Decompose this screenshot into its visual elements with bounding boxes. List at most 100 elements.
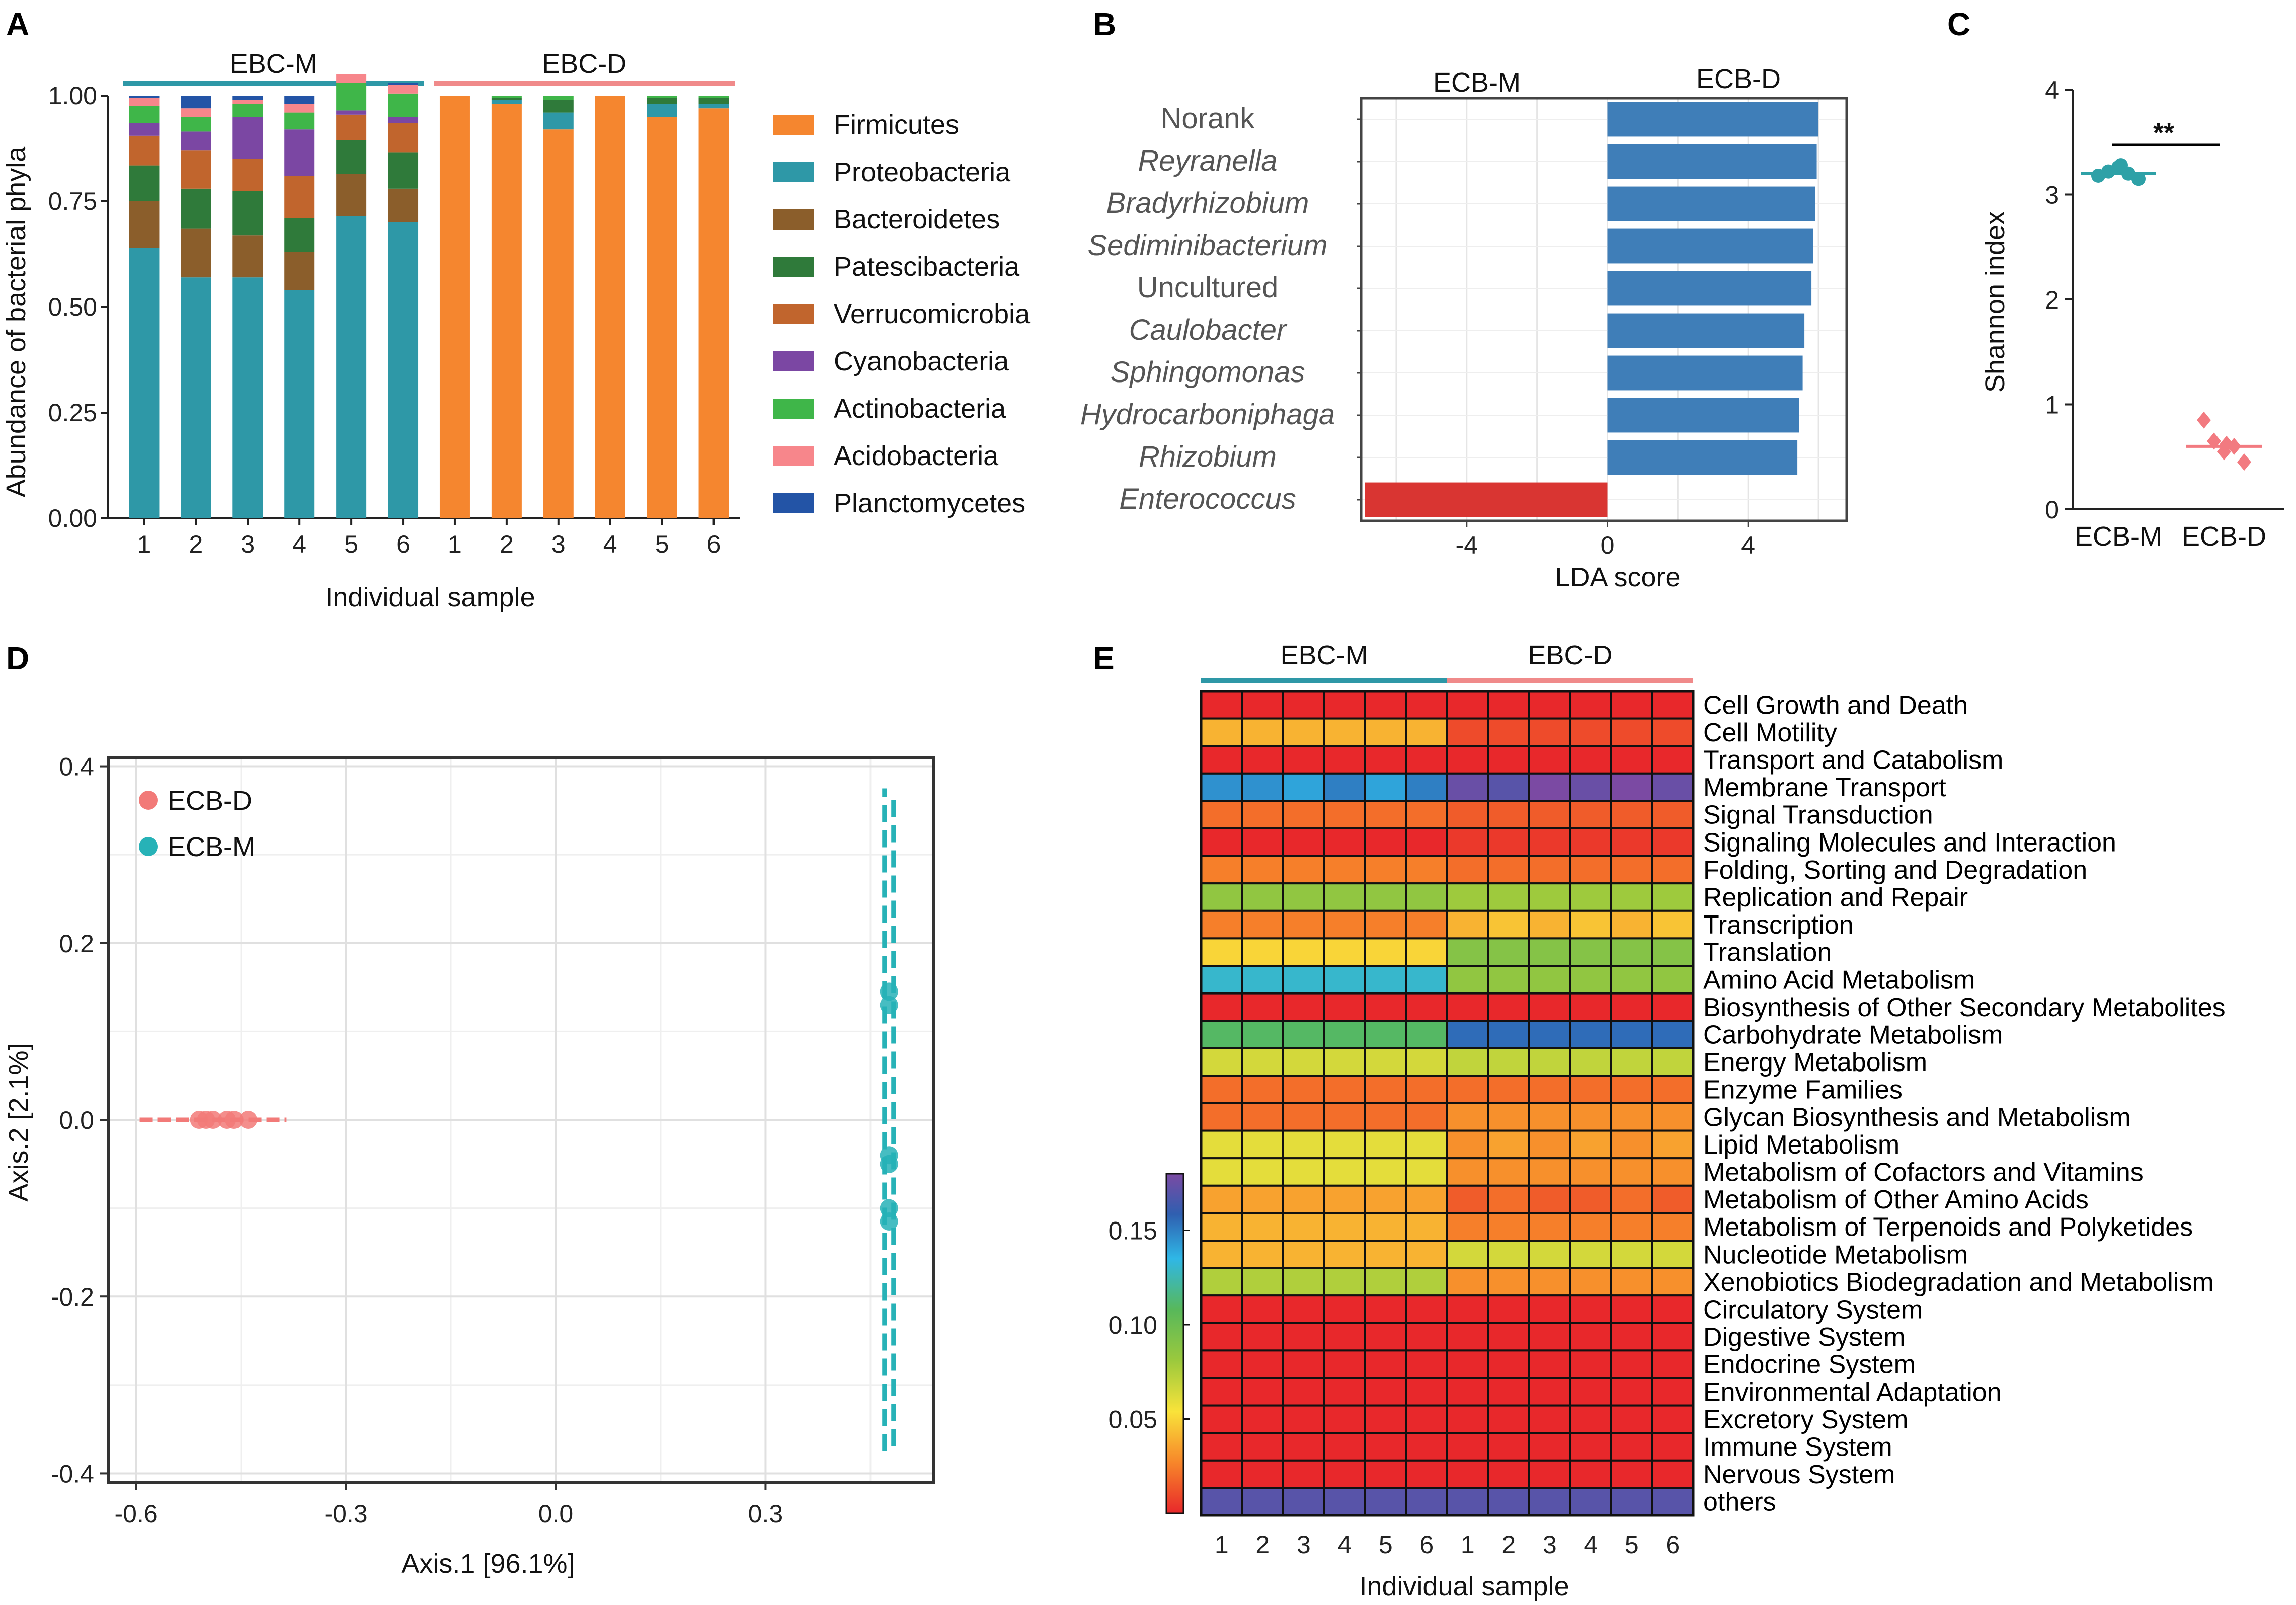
heatmap-cell: [1651, 1459, 1694, 1489]
heatmap-cell: [1200, 1404, 1243, 1434]
heatmap-cell: [1651, 690, 1694, 720]
heatmap-cell: [1610, 1102, 1653, 1132]
heatmap-cell: [1528, 1487, 1571, 1516]
heatmap-cell: [1323, 1102, 1366, 1132]
heatmap-cell: [1405, 992, 1448, 1022]
heatmap-cell: [1200, 965, 1243, 995]
legend-label: Bacteroidetes: [834, 204, 1000, 235]
x-tick-label: 5: [655, 530, 669, 558]
heatmap-cell: [1405, 882, 1448, 912]
heatmap-cell: [1528, 1102, 1571, 1132]
heatmap-cell: [1364, 690, 1407, 720]
x-tick-label: 3: [551, 530, 566, 558]
bar-segment-patescibacteria: [543, 100, 574, 113]
panel-d-plot: -0.6 -0.3 0.0 0.3 -0.4 -0.2 0.0 0.2 0.4 ECB-D ECB-…: [51, 753, 935, 1528]
group-label: EBC-D: [542, 49, 626, 79]
heatmap-cell: [1323, 1129, 1366, 1160]
bar-segment-proteobacteria: [647, 104, 677, 117]
heatmap-cell: [1405, 1102, 1448, 1132]
heatmap-cell: [1282, 1404, 1325, 1434]
legend-swatch-bacteroidetes: [773, 209, 814, 230]
lda-bar: [1607, 186, 1815, 221]
heatmap-cell: [1610, 690, 1653, 720]
heatmap-cell: [1487, 1294, 1530, 1324]
heatmap-cell: [1487, 717, 1530, 747]
heatmap-cell: [1487, 1020, 1530, 1049]
heatmap-cell: [1241, 1184, 1284, 1214]
heatmap-cell: [1282, 772, 1325, 802]
bar-segment-acidobacteria: [336, 74, 367, 83]
bar-segment-verrucomicrobia: [336, 114, 367, 140]
row-label: Nervous System: [1703, 1460, 1895, 1489]
bar-segment-actinobacteria: [336, 83, 367, 111]
heatmap-cell: [1364, 1157, 1407, 1187]
legend-swatch-proteobacteria: [773, 162, 814, 182]
heatmap-cell: [1200, 1267, 1243, 1297]
x-tick-label: 4: [1741, 531, 1755, 559]
bar-segment-planctomycetes: [388, 83, 419, 85]
row-label: Glycan Biosynthesis and Metabolism: [1703, 1103, 2131, 1132]
heatmap-cell: [1651, 937, 1694, 967]
heatmap-cell: [1610, 965, 1653, 995]
heatmap-cell: [1282, 800, 1325, 830]
heatmap-cell: [1241, 745, 1284, 775]
panel-a-chart: 0.00 0.25 0.50 0.75 1.00 1 2 3 4 5 6 1 2 3 4 5 6 EBC-M EBC…: [1, 49, 1031, 613]
data-point: [880, 996, 898, 1014]
heatmap-cell: [1405, 1487, 1448, 1516]
row-label: Replication and Repair: [1703, 883, 1968, 912]
lda-bar: [1607, 271, 1812, 306]
heatmap-cell: [1200, 1047, 1243, 1077]
legend-label: ECB-D: [168, 786, 252, 816]
heatmap-frame: [1200, 690, 1695, 1517]
x-tick-label: 4: [292, 530, 306, 558]
heatmap-cell: [1200, 1322, 1243, 1352]
x-tick-label: -0.6: [115, 1500, 158, 1528]
bar-segment-patescibacteria: [232, 191, 263, 236]
heatmap-cell: [1528, 717, 1571, 747]
heatmap-cell: [1651, 1349, 1694, 1379]
bar-segment-cyanobacteria: [388, 117, 419, 123]
row-label: Metabolism of Cofactors and Vitamins: [1703, 1158, 2144, 1187]
heatmap-cell: [1528, 1459, 1571, 1489]
column-label: 4: [1584, 1531, 1598, 1559]
group-label: EBC-M: [230, 49, 318, 79]
heatmap-cell: [1241, 1377, 1284, 1407]
heatmap-cell: [1323, 1432, 1366, 1462]
bar-segment-verrucomicrobia: [232, 159, 263, 191]
heatmap-cell: [1610, 1157, 1653, 1187]
bar-segment-patescibacteria: [647, 98, 677, 104]
heatmap-cell: [1323, 1294, 1366, 1324]
bar-segment-proteobacteria: [491, 100, 522, 104]
heatmap-cell: [1200, 855, 1243, 885]
genus-label: Uncultured: [1137, 271, 1278, 304]
colorbar-tick-label: 0.15: [1109, 1217, 1157, 1245]
heatmap-cell: [1241, 1294, 1284, 1324]
x-tick-label: 6: [396, 530, 410, 558]
row-label: Membrane Transport: [1703, 773, 1946, 802]
heatmap-cell: [1200, 1102, 1243, 1132]
y-tick-label: -0.4: [51, 1460, 94, 1488]
genus-label: Hydrocarboniphaga: [1080, 398, 1335, 431]
heatmap-cell: [1569, 1102, 1612, 1132]
heatmap-cell: [1200, 909, 1243, 940]
heatmap-cell: [1610, 882, 1653, 912]
heatmap-cell: [1323, 1377, 1366, 1407]
bar-segment-actinobacteria: [543, 96, 574, 100]
column-label: 6: [1419, 1531, 1434, 1559]
heatmap-cell: [1610, 1184, 1653, 1214]
heatmap-cell: [1323, 1020, 1366, 1049]
heatmap-cell: [1569, 937, 1612, 967]
heatmap-cell: [1569, 1459, 1612, 1489]
heatmap-cell: [1651, 1432, 1694, 1462]
heatmap-cell: [1405, 1184, 1448, 1214]
bar-segment-patescibacteria: [388, 152, 419, 189]
heatmap-cell: [1405, 717, 1448, 747]
heatmap-cell: [1364, 1432, 1407, 1462]
y-tick-label: 4: [2045, 76, 2059, 104]
heatmap-cell: [1610, 1212, 1653, 1242]
legend-swatch-patescibacteria: [773, 257, 814, 277]
genus-label: Sediminibacterium: [1087, 229, 1327, 262]
heatmap-cell: [1610, 1075, 1653, 1104]
bar-segment-actinobacteria: [647, 96, 677, 98]
heatmap-cell: [1282, 1267, 1325, 1297]
